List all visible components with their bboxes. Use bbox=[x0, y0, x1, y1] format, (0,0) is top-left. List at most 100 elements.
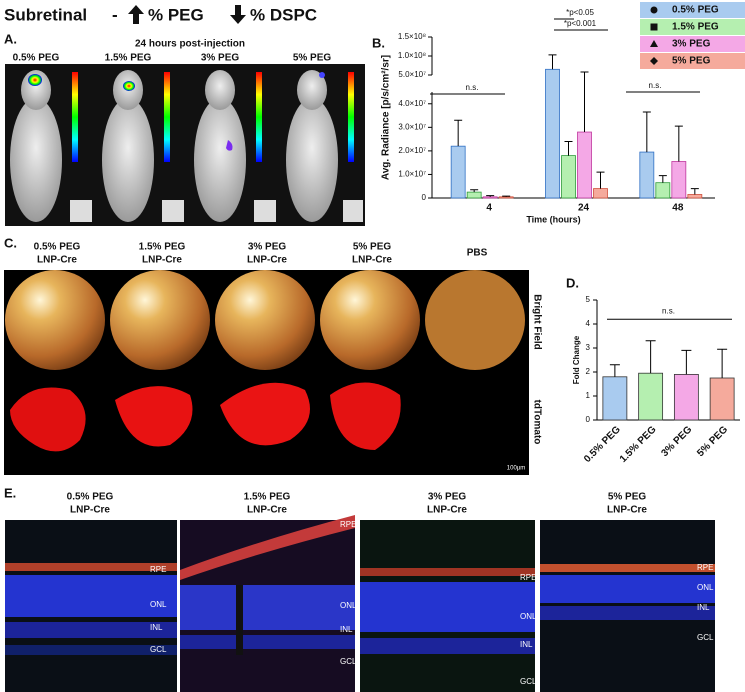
bar bbox=[673, 373, 699, 421]
error-bar bbox=[690, 188, 699, 195]
x-tick-label: 4 bbox=[486, 203, 492, 214]
bar bbox=[709, 377, 735, 421]
group-label: PBS bbox=[467, 248, 488, 259]
legend-label: 0.5% PEG bbox=[672, 5, 719, 16]
error-bar bbox=[470, 189, 479, 193]
bar bbox=[561, 155, 576, 199]
group-label: LNP-Cre bbox=[247, 505, 287, 516]
panel-label: E. bbox=[4, 485, 16, 500]
x-tick-label: 1.5% PEG bbox=[618, 424, 659, 465]
layer-label: INL bbox=[697, 603, 710, 612]
annotation: n.s. bbox=[662, 306, 675, 315]
error-bar bbox=[548, 54, 557, 70]
error-bar bbox=[717, 348, 728, 378]
legend-marker bbox=[650, 23, 658, 31]
layer-label: INL bbox=[150, 623, 163, 632]
y-tick-label: 2.0×10⁷ bbox=[398, 146, 426, 155]
group-label: LNP-Cre bbox=[37, 255, 77, 266]
panel-label: A. bbox=[4, 31, 17, 46]
legend-marker bbox=[650, 6, 658, 14]
legend-marker bbox=[650, 57, 658, 65]
error-bar bbox=[454, 119, 463, 147]
x-tick-label: 3% PEG bbox=[659, 424, 694, 459]
dash: - bbox=[112, 5, 118, 24]
bar bbox=[577, 131, 592, 199]
layer-label: ONL bbox=[697, 583, 714, 592]
legend-swatch bbox=[640, 53, 745, 69]
group-label: LNP-Cre bbox=[247, 255, 287, 266]
layer-label: ONL bbox=[150, 600, 167, 609]
annotation: *p<0.001 bbox=[564, 19, 597, 28]
layer-label: INL bbox=[520, 640, 533, 649]
group-label: LNP-Cre bbox=[352, 255, 392, 266]
group-label: LNP-Cre bbox=[70, 505, 110, 516]
figure-title: Subretinal bbox=[4, 5, 87, 24]
bar bbox=[498, 196, 514, 199]
mouse-images bbox=[5, 64, 365, 226]
annotation: *p<0.05 bbox=[566, 8, 594, 17]
group-label: 1.5% PEG bbox=[105, 53, 152, 64]
legend-marker bbox=[650, 40, 658, 47]
layer-label: GCL bbox=[150, 645, 167, 654]
bar bbox=[687, 194, 703, 199]
legend-swatch bbox=[640, 2, 745, 18]
x-tick-label: 5% PEG bbox=[695, 424, 730, 459]
error-bar bbox=[502, 195, 511, 197]
group-label: 1.5% PEG bbox=[244, 492, 291, 503]
error-bar bbox=[658, 175, 667, 183]
y-tick-label: 0 bbox=[586, 415, 591, 424]
bar bbox=[482, 196, 498, 199]
y-tick-label: 3.0×10⁷ bbox=[398, 122, 426, 131]
group-label: 1.5% PEG bbox=[139, 242, 186, 253]
layer-label: GCL bbox=[520, 677, 537, 686]
error-bar bbox=[609, 364, 620, 377]
error-bar bbox=[674, 125, 683, 162]
bar bbox=[545, 68, 560, 199]
up-arrow bbox=[128, 5, 144, 24]
x-axis-label: Time (hours) bbox=[526, 214, 580, 224]
error-bar bbox=[642, 111, 651, 153]
y-tick-label: 5 bbox=[586, 295, 591, 304]
group-label: 0.5% PEG bbox=[67, 492, 114, 503]
y-axis-label: Fold Change bbox=[572, 335, 581, 384]
group-label: 3% PEG bbox=[248, 242, 287, 253]
annotation: n.s. bbox=[466, 83, 479, 92]
y-tick-label: 5.0×10⁷ bbox=[398, 70, 426, 79]
legend-swatch bbox=[640, 36, 745, 52]
row-label: tdTomato bbox=[531, 400, 542, 445]
y-tick-label: 1.0×10⁷ bbox=[398, 170, 426, 179]
panel-label: D. bbox=[566, 275, 579, 290]
panel-title: 24 hours post-injection bbox=[135, 39, 245, 50]
error-bar bbox=[580, 71, 589, 133]
legend-label: 1.5% PEG bbox=[672, 22, 719, 33]
histology-images bbox=[5, 515, 715, 692]
group-label: 5% PEG bbox=[608, 492, 647, 503]
group-label: LNP-Cre bbox=[427, 505, 467, 516]
x-tick-label: 24 bbox=[578, 203, 590, 214]
group-label: 0.5% PEG bbox=[13, 53, 60, 64]
dspc-label: % DSPC bbox=[250, 5, 317, 24]
bar bbox=[466, 191, 482, 199]
y-tick-label: 1.0×10⁸ bbox=[398, 51, 426, 60]
legend-label: 3% PEG bbox=[672, 39, 711, 50]
layer-label: ONL bbox=[520, 612, 537, 621]
bar bbox=[638, 372, 664, 421]
legend-swatch bbox=[640, 19, 745, 35]
group-label: LNP-Cre bbox=[607, 505, 647, 516]
group-label: 5% PEG bbox=[293, 53, 332, 64]
bar bbox=[602, 376, 628, 421]
y-tick-label: 3 bbox=[586, 343, 591, 352]
y-tick-label: 0 bbox=[422, 193, 427, 202]
y-tick-label: 4.0×10⁷ bbox=[398, 99, 426, 108]
y-tick-label: 2 bbox=[586, 367, 591, 376]
down-arrow bbox=[230, 5, 246, 24]
y-tick-label: 1 bbox=[586, 391, 591, 400]
bar bbox=[639, 151, 655, 199]
error-bar bbox=[564, 140, 573, 156]
group-label: 3% PEG bbox=[201, 53, 240, 64]
row-label: Bright Field bbox=[531, 294, 542, 350]
y-axis-label: Avg. Radiance [p/s/cm²/sr] bbox=[381, 55, 392, 180]
layer-label: INL bbox=[340, 625, 353, 634]
layer-label: RPE bbox=[150, 565, 166, 574]
